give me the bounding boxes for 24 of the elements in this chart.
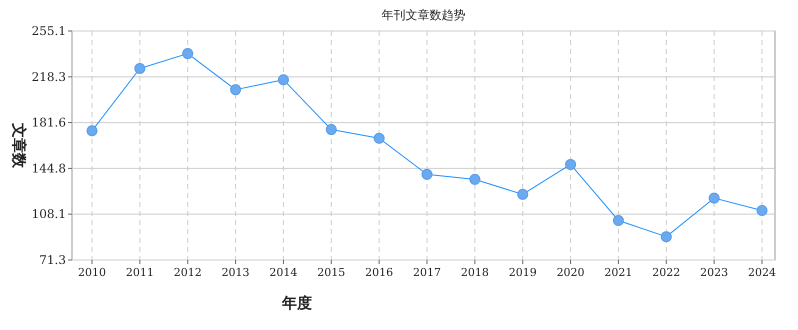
y-tick-label: 144.8 <box>32 161 66 176</box>
y-tick-label: 255.1 <box>32 24 66 38</box>
y-axis-title: 文章数 <box>10 122 28 169</box>
y-tick-label: 71.3 <box>39 253 66 267</box>
x-tick-label: 2010 <box>78 266 106 279</box>
x-tick-label: 2024 <box>748 266 776 279</box>
y-tick-label: 218.3 <box>32 70 66 84</box>
x-tick-label: 2015 <box>317 266 346 279</box>
x-tick-label: 2021 <box>604 266 632 279</box>
x-tick-label: 2012 <box>174 266 202 279</box>
x-tick-label: 2018 <box>460 266 489 279</box>
x-tick-label: 2022 <box>652 266 680 279</box>
x-tick-label: 2013 <box>222 266 250 279</box>
chart-title: 年刊文章数趋势 <box>382 8 466 22</box>
y-tick-label: 181.6 <box>32 116 66 130</box>
x-tick-label: 2017 <box>413 266 441 279</box>
x-axis-title: 年度 <box>281 294 312 312</box>
x-tick-label: 2011 <box>126 266 154 279</box>
y-tick-label: 108.1 <box>32 207 66 222</box>
x-tick-label: 2020 <box>556 266 585 279</box>
x-tick-label: 2023 <box>700 266 728 279</box>
x-tick-label: 2019 <box>508 266 537 279</box>
x-tick-label: 2016 <box>365 266 394 279</box>
x-tick-label: 2014 <box>269 266 298 279</box>
